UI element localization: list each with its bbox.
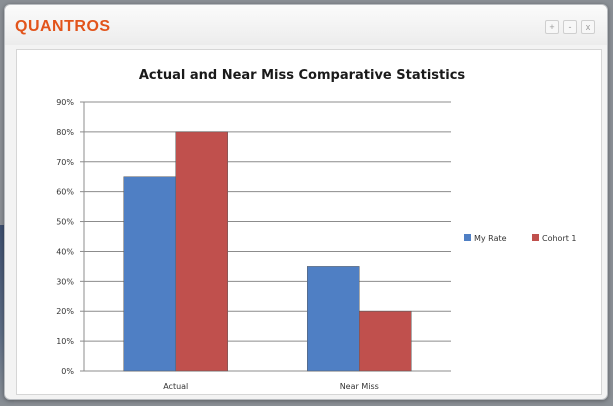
y-tick-label: 0% — [61, 367, 74, 376]
close-button[interactable]: x — [581, 20, 595, 34]
bar-cohort-1 — [359, 310, 412, 372]
legend-swatch — [532, 234, 539, 241]
chart-window: QUANTROS + - x Actual and Near Miss Comp… — [4, 4, 608, 400]
y-tick-label: 30% — [56, 277, 74, 286]
bar-my-rate — [307, 266, 360, 372]
bar-chart: Actual and Near Miss Comparative Statist… — [56, 68, 577, 391]
minimize-button[interactable]: - — [563, 20, 577, 34]
legend-entry: Cohort 1 — [542, 234, 577, 243]
y-tick-label: 60% — [56, 188, 74, 197]
x-tick-label: Near Miss — [340, 382, 379, 391]
chart-title: Actual and Near Miss Comparative Statist… — [139, 68, 466, 83]
y-tick-label: 90% — [56, 98, 74, 107]
bar-cohort-1 — [175, 131, 228, 372]
legend-swatch — [464, 234, 471, 241]
y-tick-label: 20% — [56, 307, 74, 316]
quantros-logo: QUANTROS — [15, 18, 111, 35]
bar-my-rate — [123, 176, 176, 372]
y-tick-label: 10% — [56, 337, 74, 346]
legend-entry: My Rate — [474, 234, 507, 243]
y-tick-label: 40% — [56, 247, 74, 256]
y-tick-label: 80% — [56, 128, 74, 137]
y-tick-label: 50% — [56, 218, 74, 227]
add-button[interactable]: + — [545, 20, 559, 34]
y-tick-label: 70% — [56, 158, 74, 167]
window-titlebar[interactable]: QUANTROS + - x — [5, 5, 607, 45]
chart-panel: Actual and Near Miss Comparative Statist… — [16, 49, 602, 395]
x-tick-label: Actual — [163, 382, 188, 391]
